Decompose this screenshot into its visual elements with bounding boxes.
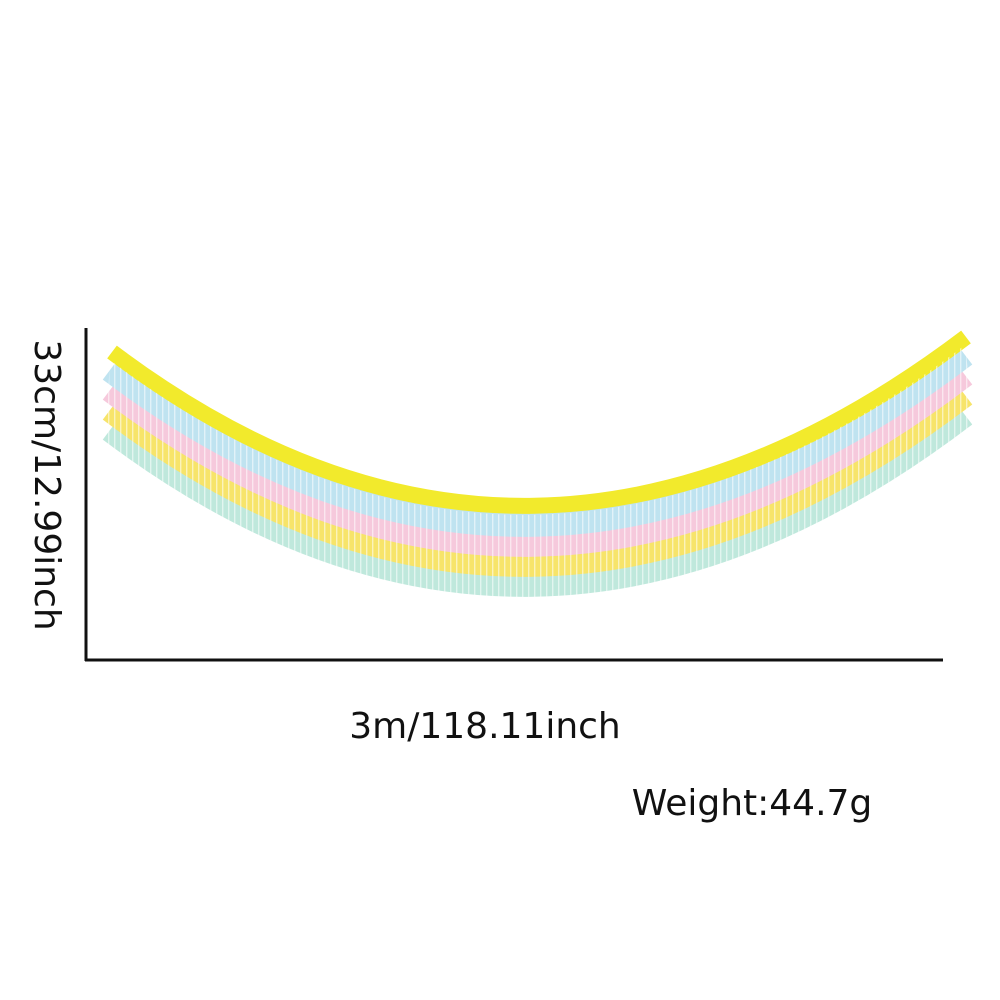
height-label: 33cm/12.99inch [26,339,67,630]
width-label: 3m/118.11inch [349,706,621,747]
garland [102,330,975,604]
weight-label: Weight:44.7g [632,783,873,824]
